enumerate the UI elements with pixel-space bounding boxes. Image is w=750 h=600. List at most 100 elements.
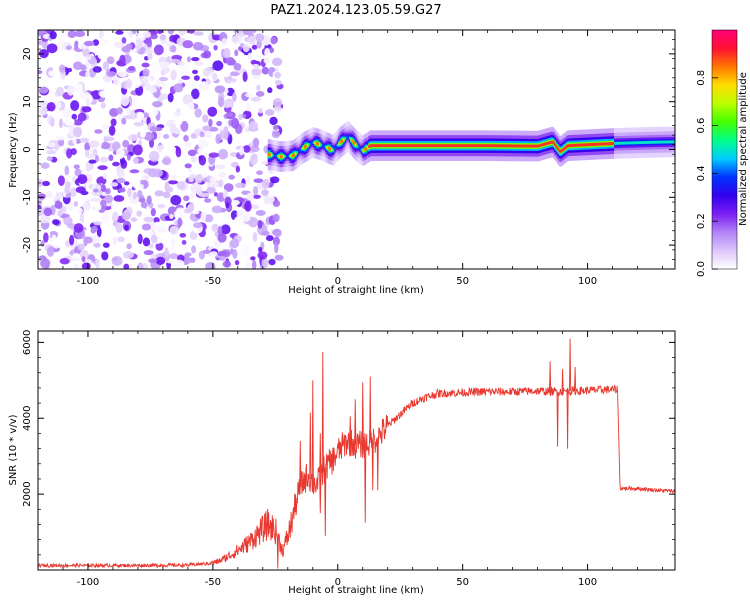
noise-blob bbox=[38, 86, 49, 94]
ridge-cell bbox=[428, 144, 431, 148]
ridge-cell bbox=[312, 141, 315, 145]
ridge-cell bbox=[507, 144, 510, 148]
noise-blob bbox=[121, 117, 127, 125]
noise-blob bbox=[64, 165, 70, 176]
noise-blob bbox=[143, 31, 152, 38]
ridge-cell bbox=[479, 144, 482, 148]
noise-blob bbox=[248, 35, 256, 45]
ridge-cell bbox=[653, 140, 656, 144]
noise-blob bbox=[157, 204, 166, 209]
noise-blob bbox=[242, 43, 250, 53]
noise-blob bbox=[181, 75, 191, 80]
snr-spike bbox=[289, 524, 292, 529]
ridge-cell bbox=[669, 140, 672, 144]
noise-blob bbox=[42, 180, 51, 187]
noise-blob bbox=[218, 148, 229, 160]
noise-blob bbox=[271, 130, 281, 139]
noise-blob bbox=[189, 257, 196, 263]
ridge-cell bbox=[554, 143, 557, 147]
noise-blob bbox=[198, 155, 207, 166]
ridge-cell bbox=[666, 140, 669, 144]
noise-blob bbox=[124, 224, 129, 231]
noise-blob bbox=[139, 128, 147, 139]
noise-blob bbox=[268, 258, 276, 266]
snr-frame bbox=[37, 330, 676, 571]
ridge-cell bbox=[423, 144, 426, 148]
noise-blob bbox=[163, 134, 170, 139]
noise-blob bbox=[248, 120, 259, 131]
noise-blob bbox=[175, 207, 185, 217]
noise-blob bbox=[209, 175, 217, 184]
noise-blob bbox=[71, 113, 78, 120]
noise-blob bbox=[137, 262, 144, 269]
ridge-cell bbox=[359, 147, 362, 151]
colorbar-tick-label: 0.4 bbox=[696, 165, 707, 181]
noise-blob bbox=[157, 145, 165, 150]
noise-blob bbox=[119, 54, 126, 66]
noise-blob bbox=[38, 69, 43, 75]
noise-blob bbox=[238, 146, 245, 156]
noise-blob bbox=[192, 222, 203, 229]
ridge-cell bbox=[509, 144, 512, 148]
noise-blob bbox=[272, 213, 280, 223]
ridge-cell bbox=[570, 144, 573, 147]
ridge-cell bbox=[401, 144, 404, 148]
noise-blob bbox=[155, 256, 166, 266]
ridge-cell bbox=[477, 144, 480, 148]
noise-blob bbox=[110, 118, 117, 127]
spectrogram-plot-area bbox=[38, 30, 675, 269]
noise-blob bbox=[137, 197, 146, 203]
snr-spike bbox=[321, 351, 324, 473]
noise-blob bbox=[55, 191, 63, 200]
noise-blob bbox=[100, 184, 107, 193]
ridge-cell bbox=[459, 144, 462, 148]
noise-blob bbox=[272, 125, 279, 131]
ridge-cell bbox=[585, 143, 588, 147]
noise-blob bbox=[85, 70, 91, 78]
noise-blob bbox=[261, 66, 270, 75]
ridge-cell bbox=[473, 144, 476, 148]
ridge-cell bbox=[362, 149, 365, 153]
noise-blob bbox=[130, 217, 138, 222]
noise-blob bbox=[274, 79, 282, 86]
ridge-cell bbox=[626, 141, 629, 145]
ridge-cell bbox=[303, 145, 306, 149]
noise-blob bbox=[67, 30, 77, 39]
noise-blob bbox=[188, 175, 194, 183]
noise-blob bbox=[223, 183, 234, 192]
noise-blob bbox=[230, 238, 240, 249]
noise-blob bbox=[175, 146, 182, 158]
ridge-cell bbox=[635, 141, 638, 145]
ridge-cell bbox=[368, 145, 371, 148]
ridge-cell bbox=[530, 144, 533, 148]
snr-spike bbox=[566, 391, 569, 449]
noise-blob bbox=[115, 222, 123, 233]
ridge-cell bbox=[515, 144, 518, 148]
ridge-cell bbox=[608, 142, 611, 146]
ridge-cell bbox=[329, 147, 332, 151]
ridge-cell bbox=[629, 141, 632, 145]
noise-blob bbox=[99, 156, 109, 163]
colorbar-tick-label: 0.8 bbox=[696, 70, 707, 86]
noise-blob bbox=[152, 168, 164, 178]
noise-blob bbox=[193, 75, 200, 81]
ridge-cell bbox=[404, 144, 407, 148]
noise-blob bbox=[153, 217, 160, 224]
noise-blob bbox=[63, 216, 73, 226]
noise-blob bbox=[126, 243, 132, 250]
snr-spike bbox=[309, 412, 312, 479]
ridge-cell bbox=[407, 144, 410, 148]
ridge-cell bbox=[533, 144, 536, 148]
noise-blob bbox=[250, 256, 256, 261]
ridge-cell bbox=[462, 144, 465, 148]
ridge-cell bbox=[668, 140, 671, 144]
noise-blob bbox=[65, 45, 72, 51]
ridge-cell bbox=[449, 144, 452, 148]
noise-blob bbox=[258, 246, 263, 253]
noise-blob bbox=[245, 261, 250, 269]
noise-blob bbox=[191, 69, 198, 75]
snr-spike bbox=[569, 338, 572, 392]
noise-blob bbox=[161, 157, 172, 166]
spectrogram-x-tick-label: 0 bbox=[335, 276, 341, 287]
noise-blob bbox=[94, 154, 100, 163]
